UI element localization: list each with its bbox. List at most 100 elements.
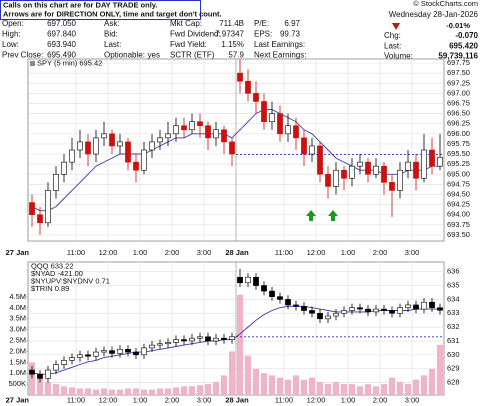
up-arrow	[306, 210, 316, 216]
volume-bar	[308, 377, 316, 395]
notice-line: Arrows are for DIRECTION ONLY, time and …	[3, 9, 222, 18]
quote-label: SCTR (ETF)	[170, 51, 215, 60]
x-tick-label: 1:00	[133, 395, 148, 404]
candle-body	[405, 161, 411, 171]
volume-bar	[196, 385, 204, 395]
candle-body	[357, 307, 363, 310]
volume-bar	[380, 384, 388, 395]
candle-body	[189, 121, 195, 131]
x-tick-label: 27 Jan	[6, 395, 30, 404]
volume-bar	[220, 375, 228, 395]
volume-bar	[340, 384, 348, 395]
candle-body	[349, 307, 355, 311]
candle-body	[133, 351, 139, 356]
candle-body	[189, 337, 195, 342]
candle-body	[125, 348, 131, 353]
x-tick-label: 12:00	[99, 248, 118, 257]
candle-body	[77, 354, 83, 358]
volume-bar	[420, 375, 428, 395]
candle-body	[133, 161, 139, 171]
y-tick-label: 695.00	[447, 169, 470, 178]
quote-label: Open:	[2, 19, 24, 28]
quote-value: 99.73	[280, 30, 301, 39]
candle-body	[197, 336, 203, 339]
candle-body	[181, 125, 187, 131]
candle-body	[85, 354, 91, 357]
candle-body	[181, 339, 187, 342]
volume-bar	[28, 362, 36, 395]
volume-bar	[156, 388, 164, 395]
candle-body	[221, 337, 227, 340]
y-tick-label: 697.50	[447, 68, 470, 77]
quote-value: 1.15%	[221, 40, 244, 49]
y-tick-label: 694.50	[447, 189, 470, 198]
legend-icon	[30, 61, 35, 66]
candle-body	[309, 145, 315, 155]
x-tick-label: 1:00	[133, 248, 148, 257]
candle-body	[125, 141, 131, 163]
candle-body	[253, 276, 259, 286]
side-label: Last:	[384, 41, 401, 50]
y-tick-label: 1.5M	[9, 357, 26, 366]
volume-bar	[332, 381, 340, 395]
volume-bar	[252, 368, 260, 395]
candle-body	[141, 347, 147, 356]
candle-body	[413, 304, 419, 310]
candle-body	[381, 308, 387, 311]
y-tick-label: 693.50	[447, 230, 470, 239]
candle-body	[389, 182, 395, 191]
volume-bar	[92, 389, 100, 395]
candle-body	[205, 336, 211, 342]
y-tick-label: 693.75	[447, 220, 470, 229]
marks-layer	[28, 59, 444, 395]
volume-bar	[396, 381, 404, 395]
y-tick-label: 697.75	[447, 58, 470, 67]
quote-value: 693.940	[47, 40, 76, 49]
y-tick-label: 695.50	[447, 149, 470, 158]
date: Wednesday 28-Jan-2026	[389, 10, 479, 19]
x-tick-label: 3:00	[197, 395, 212, 404]
candle-body	[221, 129, 227, 143]
y-tick-label: 3.5M	[9, 314, 26, 323]
volume-bar	[372, 386, 380, 395]
candle-body	[277, 113, 283, 135]
candle-body	[301, 137, 307, 155]
candle-body	[413, 161, 419, 179]
y-tick-label: 629	[447, 364, 460, 373]
candle-body	[61, 360, 67, 365]
volume-bar	[36, 377, 44, 395]
side-label: Volume:	[384, 52, 413, 61]
volume-bar	[388, 377, 396, 395]
volume-bar	[436, 344, 444, 395]
candle-body	[229, 336, 235, 340]
y-tick-label: 1.0M	[9, 368, 26, 377]
volume-bar	[132, 388, 140, 395]
quote-label: Ask:	[104, 19, 120, 28]
candle-body	[397, 169, 403, 191]
y-tick-label: 2.5M	[9, 335, 26, 344]
candle-body	[205, 125, 211, 139]
quote-label: Optionable:	[104, 51, 145, 60]
candle-body	[421, 149, 427, 179]
candle-body	[165, 133, 171, 139]
candle-body	[293, 125, 299, 139]
candle-body	[397, 307, 403, 314]
quote-value: 695.490	[47, 51, 76, 60]
candle-body	[237, 276, 243, 284]
quote-value: 697.840	[47, 30, 76, 39]
candle-body	[429, 301, 435, 309]
candle-body	[261, 101, 267, 122]
quote-label: Bid:	[104, 30, 118, 39]
y-tick-label: 634	[447, 294, 460, 303]
candle-body	[61, 161, 67, 175]
y-tick-label: 631	[447, 336, 460, 345]
candle-body	[117, 348, 123, 354]
y-tick-label: 697.25	[447, 78, 470, 87]
candle-body	[269, 113, 275, 122]
notice-line: Calls on this chart are for DAY TRADE on…	[3, 0, 157, 9]
quote-value: 697.050	[47, 19, 76, 28]
x-tick-label: 28 Jan	[225, 248, 249, 257]
candle-body	[357, 161, 363, 167]
volume-bar	[44, 381, 52, 395]
